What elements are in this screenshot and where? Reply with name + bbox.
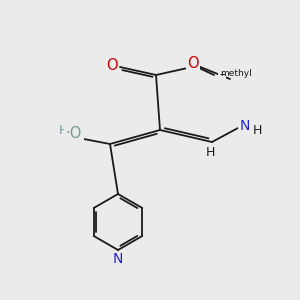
Text: N: N [240,119,250,133]
Text: ·O: ·O [66,127,82,142]
Text: H: H [205,146,215,160]
Text: H: H [252,124,262,136]
Text: N: N [113,252,123,266]
Text: O: O [106,58,118,73]
Text: H: H [58,124,68,137]
Text: –: – [219,68,225,82]
Text: methyl: methyl [220,68,252,77]
Text: O: O [187,56,199,70]
